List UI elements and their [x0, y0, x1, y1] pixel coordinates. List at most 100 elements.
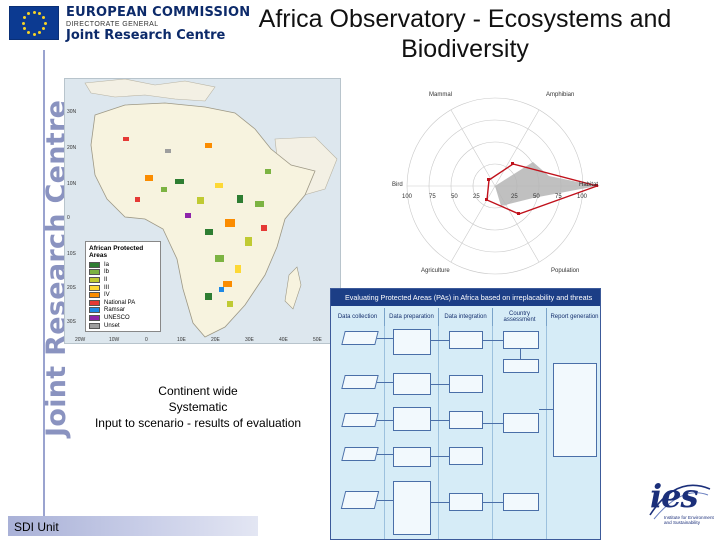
map-lat-label: 30N	[67, 109, 77, 115]
ies-wordmark: ies	[650, 477, 699, 515]
flowchart-step-box	[503, 359, 539, 373]
legend-label: UNESCO	[104, 314, 130, 321]
map-lon-label: 10E	[177, 337, 186, 343]
radar-axis-bottom-left: Agriculture	[421, 268, 450, 274]
map-lon-label: 50E	[313, 337, 322, 343]
radar-scale-tick: 25	[511, 194, 518, 200]
map-legend-item: UNESCO	[89, 314, 157, 322]
map-lon-label: 20E	[211, 337, 220, 343]
ec-star-icon	[27, 31, 30, 35]
flowchart-step-box	[393, 407, 431, 431]
legend-label: Unset	[104, 322, 120, 329]
flowchart-step-box	[393, 373, 431, 395]
flowchart-column	[439, 326, 493, 539]
ec-star-icon	[42, 16, 46, 19]
flowchart-connector	[431, 456, 449, 457]
legend-swatch	[89, 314, 100, 321]
map-legend-item: III	[89, 284, 157, 292]
map-legend-item: Ia	[89, 261, 157, 269]
map-legend-item: National PA	[89, 299, 157, 307]
flowchart-connector	[483, 423, 503, 424]
flowchart-step-box	[393, 447, 431, 467]
legend-label: IV	[104, 292, 110, 299]
flowchart-column-header: Report generation	[550, 313, 599, 320]
ec-org-block: EUROPEAN COMMISSION DIRECTORATE GENERAL …	[66, 5, 250, 43]
map-lon-label: 20W	[75, 337, 86, 343]
flowchart-input-shape	[341, 447, 379, 461]
flowchart-column-header: Data collection	[331, 308, 385, 326]
ec-star-icon	[32, 32, 36, 36]
legend-swatch	[89, 261, 100, 268]
flowchart-step-box	[449, 331, 483, 349]
legend-swatch	[89, 269, 100, 276]
legend-label: II	[104, 276, 108, 283]
threat-radar-chart: Mammal Amphibian Bird Habitat Agricultur…	[383, 90, 608, 280]
flowchart-connector	[483, 502, 503, 503]
flowchart-input-shape	[341, 331, 379, 345]
flowchart-column	[331, 326, 385, 539]
flowchart-title: Evaluating Protected Areas (PAs) in Afri…	[331, 289, 600, 306]
caption-line1: Continent wide	[158, 384, 238, 398]
sdi-unit-label: SDI Unit	[14, 520, 59, 534]
flowchart-step-box	[503, 493, 539, 511]
flowchart-step-box	[449, 411, 483, 429]
flowchart-connector	[431, 502, 449, 503]
ec-star-icon	[22, 16, 26, 19]
radar-scale-tick: 100	[402, 194, 413, 200]
radar-axis-right: Habitat	[579, 182, 599, 188]
flowchart-connector	[431, 420, 449, 421]
flowchart-report-box	[553, 363, 597, 457]
flowchart-step-box	[449, 375, 483, 393]
map-lat-label: 0	[67, 215, 70, 221]
flowchart-input-shape	[341, 375, 379, 389]
map-legend-title: African Protected Areas	[89, 245, 144, 259]
protected-area-patches	[123, 137, 271, 307]
flowchart-column	[493, 326, 547, 539]
ec-star-icon	[43, 21, 47, 25]
radar-shaded-area	[495, 162, 597, 206]
evaluation-flowchart: Evaluating Protected Areas (PAs) in Afri…	[330, 288, 601, 540]
map-lat-label: 30S	[67, 319, 76, 325]
flowchart-column-header: Data integration	[439, 308, 493, 326]
radar-scale-tick: 75	[555, 194, 562, 200]
radar-scale-tick: 75	[429, 194, 436, 200]
caption-line2: Systematic	[168, 400, 228, 414]
flowchart-connector	[377, 454, 393, 455]
ec-star-icon	[22, 27, 26, 30]
map-lon-label: 40E	[279, 337, 288, 343]
flowchart-column-header: Data preparation	[385, 308, 439, 326]
radar-axis-top-right: Amphibian	[546, 92, 575, 98]
legend-swatch	[89, 299, 100, 306]
map-legend-item: IV	[89, 291, 157, 299]
flowchart-connector	[431, 340, 449, 341]
radar-series-line	[486, 163, 600, 215]
radar-scale-tick: 50	[451, 194, 458, 200]
legend-label: Ib	[104, 269, 110, 276]
map-legend-item: Unset	[89, 322, 157, 330]
africa-map-graphic	[84, 79, 338, 338]
map-lon-label: 0	[145, 337, 148, 343]
radar-scale-tick: 25	[473, 194, 480, 200]
radar-axis-bottom-right: Population	[551, 268, 580, 274]
flowchart-connector	[377, 338, 393, 339]
flowchart-step-box	[449, 447, 483, 465]
ec-star-icon	[32, 10, 36, 14]
map-lat-label: 10N	[67, 181, 77, 187]
map-legend-item: Ib	[89, 269, 157, 277]
map-caption: Continent wide Systematic Input to scena…	[60, 383, 336, 431]
ec-star-icon	[21, 21, 25, 25]
legend-label: National PA	[104, 299, 136, 306]
radar-axis-top-left: Mammal	[429, 92, 453, 98]
legend-swatch	[89, 307, 100, 314]
legend-swatch	[89, 292, 100, 299]
map-legend-item: Ramsar	[89, 307, 157, 315]
radar-graphic	[406, 97, 600, 275]
flowchart-input-shape	[340, 491, 380, 509]
map-legend-item: II	[89, 276, 157, 284]
radar-scale-tick: 50	[533, 194, 540, 200]
legend-swatch	[89, 284, 100, 291]
flowchart-column-header: Country assessment	[493, 308, 547, 326]
flowchart-step-box	[393, 329, 431, 355]
legend-label: Ramsar	[104, 307, 126, 314]
flowchart-connector	[539, 409, 553, 410]
